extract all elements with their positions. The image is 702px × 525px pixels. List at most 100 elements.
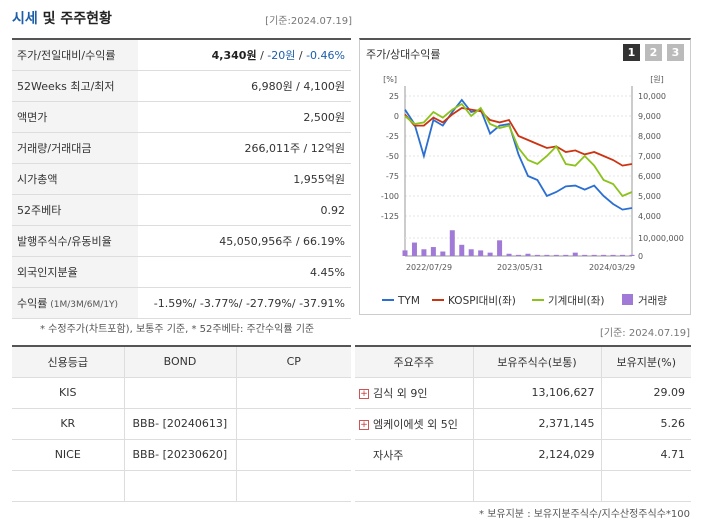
- holder-name-cell: + 김식 외 9인: [355, 376, 474, 409]
- price-change: -20원: [267, 48, 296, 62]
- volume-bar: [553, 254, 559, 256]
- row-label: 외국인지분율: [12, 256, 138, 289]
- x-tick-label: 2023/05/31: [497, 263, 543, 272]
- table-header-row: 주요주주 보유주식수(보통) 보유지분(%): [355, 345, 691, 378]
- shares-cell: 13,106,627: [472, 376, 602, 409]
- left-tick-label: -125: [381, 212, 399, 221]
- row-value: 266,011주 / 12억원: [138, 132, 351, 164]
- bond-cell: [123, 376, 237, 409]
- price-note: * 수정주가(차트포함), 보통주 기준, * 52주베타: 주간수익률 기준: [40, 324, 315, 335]
- shares-cell: 2,124,029: [472, 438, 602, 471]
- table-row: 외국인지분율 4.45%: [12, 256, 351, 289]
- cp-cell: [235, 376, 351, 409]
- chart-pager: 1 2 3: [623, 44, 684, 61]
- volume-bar: [620, 254, 626, 256]
- expand-plus-icon[interactable]: +: [359, 419, 369, 430]
- holding-footnote: * 보유지분 : 보유지분주식수/지수산정주식수*100: [479, 509, 690, 520]
- volume-bar: [459, 244, 465, 256]
- machine-relative-line: [404, 102, 633, 198]
- row-value: 45,050,956주 / 66.19%: [138, 225, 351, 258]
- row-label: 주가/전일대비/수익률: [12, 39, 138, 71]
- table-row: 주가/전일대비/수익률 4,340원 / -20원 / -0.46%: [12, 39, 351, 71]
- legend-volume-label: 거래량: [638, 295, 667, 307]
- agency-cell: NICE: [12, 438, 125, 471]
- row-value: 6,980원 / 4,100원: [138, 70, 351, 102]
- price-change-pct: -0.46%: [306, 48, 345, 62]
- chart-svg: [%] [원] 25 0 -25 -50 -75 -100 -125 10,000 9,000 8,0…: [381, 75, 684, 307]
- legend-kospi-label: KOSPI대비(좌): [448, 295, 516, 307]
- volume-bar: [478, 250, 484, 256]
- table-row: + 엠케이에셋 외 5인 2,371,145 5.26: [355, 407, 691, 440]
- chart-page-3-button[interactable]: 3: [667, 44, 684, 61]
- bond-cell: BBB- [20240613]: [123, 407, 237, 440]
- volume-bar: [544, 254, 550, 256]
- row-label: 52Weeks 최고/최저: [12, 70, 138, 102]
- row-label: 수익률 (1M/3M/6M/1Y): [12, 287, 138, 320]
- pct-cell: 4.71: [600, 438, 691, 471]
- cp-cell: [235, 469, 351, 502]
- expand-plus-icon[interactable]: +: [359, 388, 369, 399]
- row-value: 1,955억원: [138, 163, 351, 195]
- current-price: 4,340원: [211, 48, 257, 62]
- returns-periods: (1M/3M/6M/1Y): [47, 300, 119, 311]
- agency-cell: KR: [12, 407, 125, 440]
- pct-cell: 29.09: [600, 376, 691, 409]
- volume-bar: [411, 242, 417, 256]
- section-header: 시세 및 주주현황 [기준:2024.07.19]: [12, 8, 352, 32]
- volume-bar: [601, 254, 607, 256]
- volume-bar: [525, 253, 531, 256]
- right-tick-label: 9,000: [638, 112, 661, 121]
- right-tick-label: 7,000: [638, 152, 661, 161]
- table-row: 액면가 2,500원: [12, 101, 351, 133]
- returns-label: 수익률: [17, 297, 48, 311]
- row-value: 0.92: [138, 194, 351, 227]
- pct-cell: [600, 469, 691, 502]
- section-title-main: 시세: [12, 11, 38, 27]
- base-date-secondary: [기준: 2024.07.19]: [599, 328, 690, 339]
- base-date: [기준:2024.07.19]: [265, 16, 352, 27]
- volume-bar: [487, 252, 493, 256]
- left-tick-label: 0: [394, 112, 399, 121]
- agency-cell: [12, 469, 125, 502]
- kospi-relative-line: [404, 107, 633, 167]
- volume-bar: [516, 254, 521, 256]
- table-row: NICE BBB- [20230620]: [12, 438, 351, 471]
- shares-cell: 2,371,145: [472, 407, 602, 440]
- bond-cell: BBB- [20230620]: [123, 438, 237, 471]
- holder-name: [355, 469, 474, 502]
- table-header-row: 신용등급 BOND CP: [12, 345, 351, 378]
- table-row: 시가총액 1,955억원: [12, 163, 351, 195]
- row-value: 2,500원: [138, 101, 351, 133]
- volume-bar: [449, 230, 455, 256]
- right-tick-label: 6,000: [638, 172, 661, 181]
- table-row: + 김식 외 9인 13,106,627 29.09: [355, 376, 691, 409]
- right-tick-label: 10,000: [638, 92, 666, 101]
- volume-bar: [610, 254, 616, 256]
- cp-cell: [235, 407, 351, 440]
- right-tick-label: 4,000: [638, 212, 661, 221]
- row-label: 액면가: [12, 101, 138, 133]
- tym-line: [404, 98, 633, 211]
- left-tick-label: -25: [386, 132, 399, 141]
- volume-bar: [572, 252, 578, 256]
- chart-page-1-button[interactable]: 1: [623, 44, 640, 61]
- left-axis-unit: [%]: [383, 75, 397, 84]
- table-row: 거래량/거래대금 266,011주 / 12억원: [12, 132, 351, 164]
- relative-return-chart: 주가/상대수익률 1 2 3 [%] [원] 25 0 -25 -50 -75 -100 -12…: [359, 38, 691, 315]
- chart-title: 주가/상대수익률: [366, 48, 441, 61]
- separator: /: [295, 48, 307, 62]
- holder-name: 자사주: [355, 438, 474, 471]
- table-row: [355, 469, 691, 502]
- chart-page-2-button[interactable]: 2: [645, 44, 662, 61]
- table-row: 수익률 (1M/3M/6M/1Y) -1.59%/ -3.77%/ -27.79%…: [12, 287, 351, 320]
- shares-cell: [472, 469, 602, 502]
- table-row: KR BBB- [20240613]: [12, 407, 351, 440]
- volume-bar: [402, 250, 408, 256]
- major-shareholders-table: 주요주주 보유주식수(보통) 보유지분(%) + 김식 외 9인 13,106,6…: [355, 345, 691, 502]
- volume-bar: [430, 247, 436, 256]
- pct-cell: 5.26: [600, 407, 691, 440]
- section-title-rest: 및 주주현황: [37, 11, 112, 27]
- volume-bar: [468, 249, 474, 256]
- volume-bar: [421, 249, 427, 256]
- volume-bar: [440, 251, 446, 256]
